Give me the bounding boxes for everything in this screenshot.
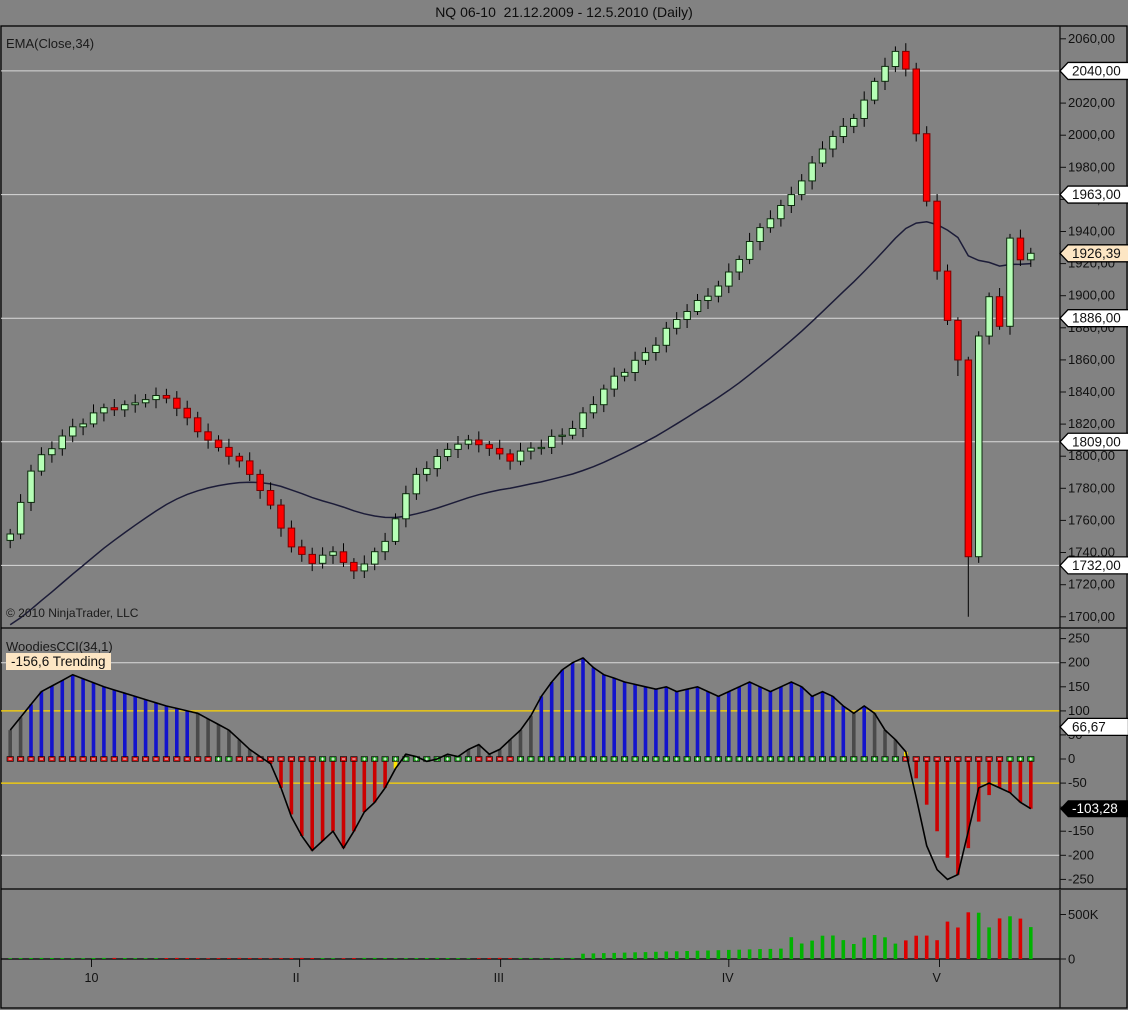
svg-text:1780,00: 1780,00 [1068,480,1115,495]
svg-text:0: 0 [1068,952,1075,967]
svg-text:1860,00: 1860,00 [1068,352,1115,367]
svg-text:1820,00: 1820,00 [1068,416,1115,431]
svg-text:2020,00: 2020,00 [1068,95,1115,110]
svg-text:1940,00: 1940,00 [1068,224,1115,239]
svg-text:1809,00: 1809,00 [1072,434,1121,449]
svg-text:-200: -200 [1068,847,1094,862]
svg-text:1720,00: 1720,00 [1068,577,1115,592]
svg-text:1980,00: 1980,00 [1068,159,1115,174]
svg-text:2000,00: 2000,00 [1068,127,1115,142]
svg-text:10: 10 [85,971,99,985]
svg-text:1732,00: 1732,00 [1072,558,1121,573]
svg-text:1963,00: 1963,00 [1072,187,1121,202]
svg-text:V: V [933,971,942,985]
svg-text:III: III [494,971,504,985]
svg-text:150: 150 [1068,679,1090,694]
svg-text:66,67: 66,67 [1072,719,1106,734]
svg-text:500K: 500K [1068,907,1099,922]
svg-text:2060,00: 2060,00 [1068,31,1115,46]
svg-text:-250: -250 [1068,871,1094,886]
svg-text:-50: -50 [1068,775,1087,790]
svg-text:2040,00: 2040,00 [1072,63,1121,78]
svg-text:0: 0 [1068,751,1075,766]
svg-text:1926,39: 1926,39 [1072,246,1121,261]
svg-text:-150: -150 [1068,823,1094,838]
svg-text:1900,00: 1900,00 [1068,288,1115,303]
svg-text:-103,28: -103,28 [1072,801,1118,816]
svg-text:IV: IV [722,971,734,985]
svg-text:II: II [293,971,300,985]
svg-text:1700,00: 1700,00 [1068,609,1115,624]
svg-text:250: 250 [1068,631,1090,646]
svg-text:1840,00: 1840,00 [1068,384,1115,399]
svg-text:200: 200 [1068,655,1090,670]
svg-text:100: 100 [1068,703,1090,718]
svg-text:1886,00: 1886,00 [1072,311,1121,326]
svg-text:1760,00: 1760,00 [1068,512,1115,527]
